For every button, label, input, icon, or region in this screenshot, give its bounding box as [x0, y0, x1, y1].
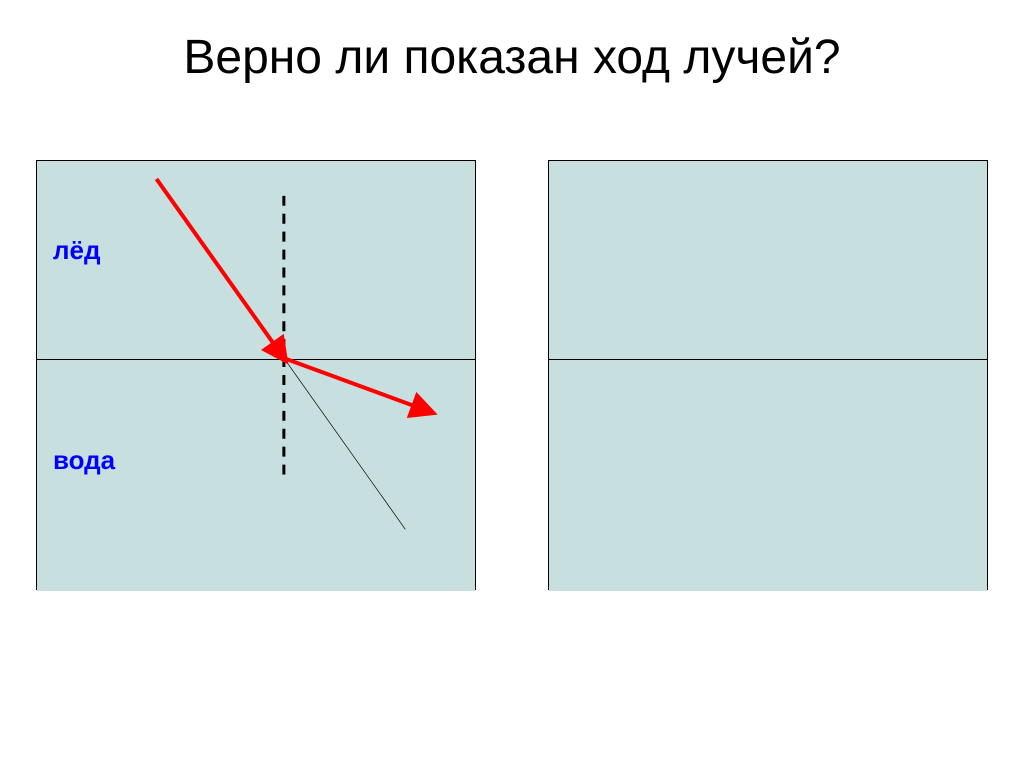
page-title: Верно ли показан ход лучей? [0, 30, 1024, 85]
medium-top-right [549, 161, 987, 359]
interface-line-right [549, 359, 987, 360]
refraction-diagram-left: лёд вода [36, 160, 476, 590]
label-water: вода [53, 445, 115, 476]
interface-line-left [37, 359, 475, 360]
label-ice: лёд [53, 235, 100, 266]
medium-bottom-right [549, 359, 987, 591]
refraction-diagram-right [548, 160, 988, 590]
medium-ice [37, 161, 475, 359]
